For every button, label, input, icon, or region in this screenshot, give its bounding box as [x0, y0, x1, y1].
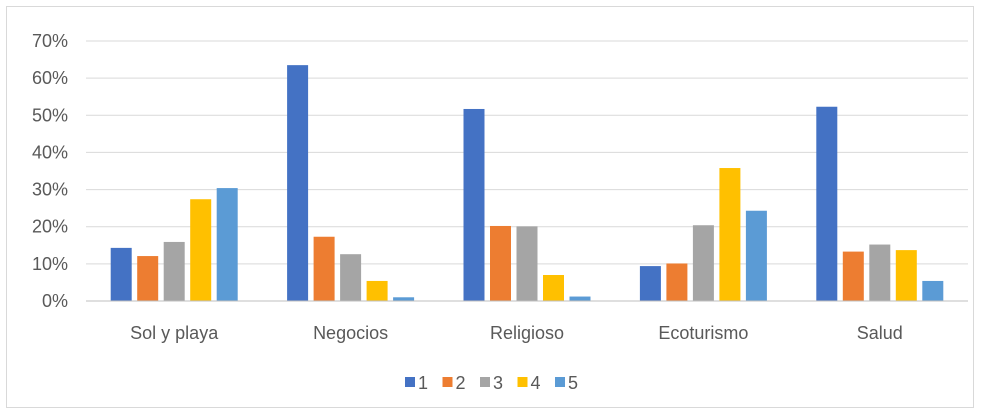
bar-series-2	[313, 236, 335, 301]
bar-series-4	[543, 275, 564, 301]
y-tick-label: 50%	[32, 105, 68, 125]
y-tick-label: 30%	[32, 180, 68, 200]
legend: 1 2 3 4 5	[405, 373, 578, 393]
y-axis-ticks: 0% 10% 20% 30% 40% 50% 60% 70%	[32, 31, 68, 311]
bar-series-4	[366, 280, 388, 301]
bar-series-2	[490, 225, 511, 301]
legend-label: 5	[568, 373, 578, 393]
legend-label: 4	[531, 373, 541, 393]
bar-series-5	[745, 210, 767, 301]
bar-series-5	[569, 296, 591, 301]
x-category-label: Religioso	[490, 323, 564, 343]
y-tick-label: 20%	[32, 217, 68, 237]
y-tick-label: 0%	[42, 291, 68, 311]
category-labels: Sol y playa Negocios Religioso Ecoturismo Sa…	[130, 323, 903, 343]
legend-swatch-2	[442, 377, 453, 387]
bar-series-2	[666, 263, 688, 301]
bar-series-3	[340, 254, 362, 301]
bar-series-5	[922, 280, 944, 301]
bar-series-1	[110, 247, 132, 301]
bars	[110, 65, 944, 302]
bar-series-2	[137, 256, 159, 301]
bar-series-1	[463, 108, 485, 301]
legend-label: 1	[418, 373, 428, 393]
bar-series-5	[216, 188, 238, 301]
bar-series-4	[190, 199, 212, 301]
bar-series-3	[516, 226, 538, 301]
bar-series-3	[869, 244, 891, 301]
bar-series-3	[692, 225, 714, 301]
legend-swatch-5	[555, 377, 565, 387]
x-category-label: Negocios	[313, 323, 388, 343]
y-tick-label: 60%	[32, 68, 68, 88]
bar-series-4	[895, 250, 917, 301]
bar-series-3	[163, 241, 185, 301]
chart-frame	[6, 6, 974, 408]
y-tick-label: 10%	[32, 254, 68, 274]
y-tick-label: 40%	[32, 142, 68, 162]
x-category-label: Ecoturismo	[658, 323, 748, 343]
y-tick-label: 70%	[32, 31, 68, 51]
legend-label: 3	[493, 373, 503, 393]
bar-series-2	[842, 251, 864, 301]
bar-series-5	[393, 297, 415, 301]
bar-series-1	[639, 266, 661, 301]
x-category-label: Sol y playa	[130, 323, 219, 343]
bar-series-1	[287, 65, 309, 302]
legend-swatch-1	[405, 377, 415, 387]
bar-series-1	[816, 106, 838, 301]
legend-swatch-3	[480, 377, 490, 387]
x-category-label: Salud	[857, 323, 903, 343]
legend-label: 2	[456, 373, 466, 393]
legend-swatch-4	[517, 377, 528, 387]
bar-series-4	[719, 168, 741, 301]
